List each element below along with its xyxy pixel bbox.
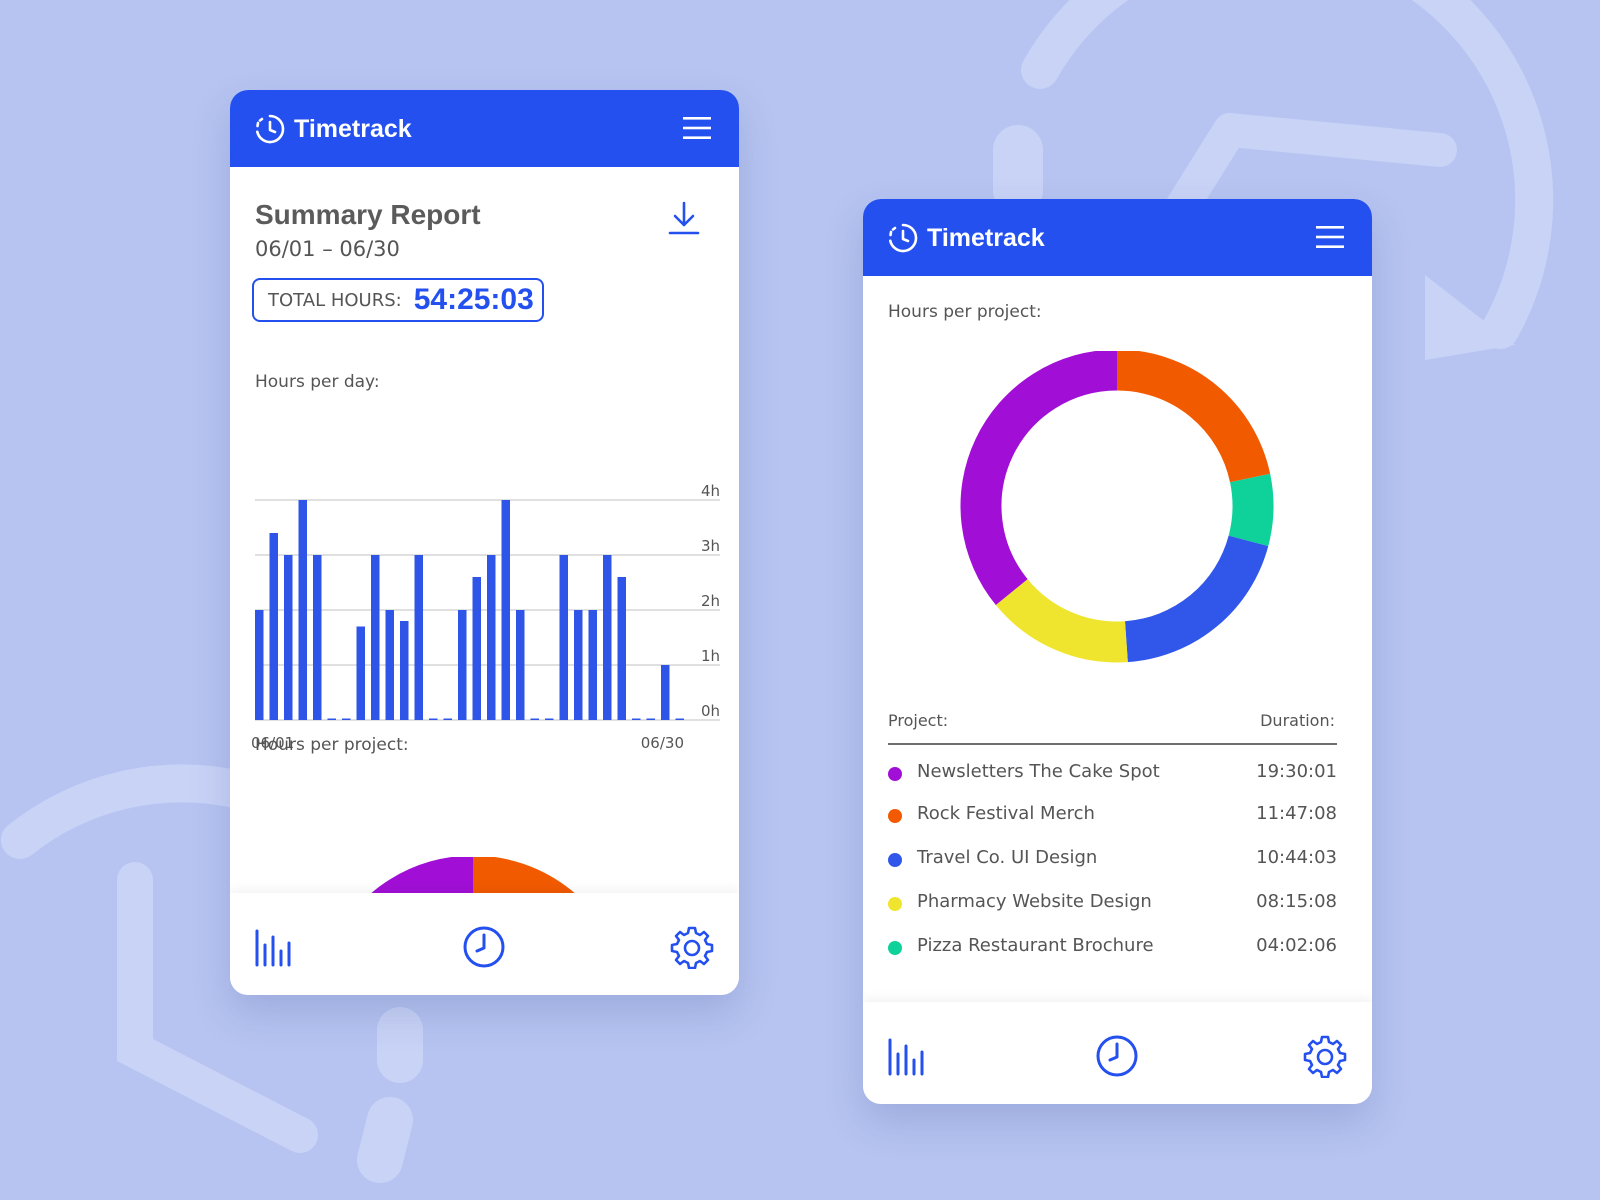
- bar: [269, 533, 278, 720]
- menu-icon[interactable]: [683, 116, 711, 140]
- bar: [414, 555, 423, 720]
- clock-icon[interactable]: [462, 925, 506, 969]
- project-duration: 10:44:03: [1256, 847, 1337, 868]
- summary-report-screen: Timetrack Summary Report 06/01 – 06/30 T…: [230, 90, 739, 995]
- bar: [603, 555, 612, 720]
- hours-per-day-label: Hours per day:: [255, 372, 380, 392]
- total-hours-label: TOTAL HOURS:: [268, 289, 402, 311]
- project-duration: 08:15:08: [1256, 891, 1337, 912]
- project-breakdown-screen: Timetrack Hours per project: Project: Du…: [863, 199, 1372, 1104]
- project-name: Pharmacy Website Design: [917, 891, 1152, 912]
- total-hours-value: 54:25:03: [413, 283, 534, 316]
- download-icon[interactable]: [667, 200, 701, 238]
- y-tick-label: 2h: [701, 592, 720, 610]
- project-color-dot: [888, 809, 902, 823]
- date-range: 06/01 – 06/30: [255, 237, 400, 261]
- table-row[interactable]: Pizza Restaurant Brochure 04:02:06: [888, 935, 1337, 965]
- bottom-nav: [863, 1002, 1372, 1104]
- y-tick-label: 3h: [701, 537, 720, 555]
- bar: [646, 718, 655, 720]
- table-row[interactable]: Pharmacy Website Design 08:15:08: [888, 891, 1337, 921]
- project-column-header: Project:: [888, 711, 949, 730]
- bar: [530, 718, 539, 720]
- gear-icon[interactable]: [670, 925, 714, 969]
- table-row[interactable]: Rock Festival Merch 11:47:08: [888, 803, 1337, 833]
- app-header: Timetrack: [230, 90, 739, 167]
- brand[interactable]: Timetrack: [887, 221, 1045, 255]
- brand-name: Timetrack: [927, 223, 1045, 252]
- bar: [385, 610, 394, 720]
- bar: [284, 555, 293, 720]
- bar: [617, 577, 626, 720]
- menu-icon[interactable]: [1316, 225, 1344, 249]
- x-tick-label: 06/01: [251, 734, 294, 752]
- project-duration: 04:02:06: [1256, 935, 1337, 956]
- clock-logo-icon: [256, 114, 285, 144]
- clock-logo-icon: [889, 223, 918, 253]
- hours-per-day-chart: 0h 1h 2h 3h 4h 06/01 06/30: [251, 482, 720, 752]
- project-name: Newsletters The Cake Spot: [917, 761, 1160, 782]
- slice-pharmacy: [995, 578, 1128, 663]
- bar-chart-icon[interactable]: [252, 925, 296, 969]
- bar: [545, 718, 554, 720]
- bar: [298, 500, 307, 720]
- clock-icon[interactable]: [1095, 1034, 1139, 1078]
- page-title: Summary Report: [255, 199, 481, 230]
- slice-travel-co: [1124, 535, 1269, 663]
- project-table-header: Project: Duration:: [888, 711, 1337, 745]
- bar: [472, 577, 481, 720]
- project-duration: 19:30:01: [1256, 761, 1337, 782]
- bar: [255, 610, 264, 720]
- bar: [356, 626, 365, 720]
- bottom-nav: [230, 893, 739, 995]
- bar: [443, 718, 452, 720]
- project-name: Travel Co. UI Design: [917, 847, 1098, 868]
- bar: [516, 610, 525, 720]
- y-tick-label: 1h: [701, 647, 720, 665]
- slice-rock-festival: [1116, 351, 1271, 483]
- slice-newsletters: [960, 351, 1118, 606]
- bar: [327, 718, 336, 720]
- duration-column-header: Duration:: [1260, 711, 1335, 730]
- bar: [675, 718, 684, 720]
- bar: [342, 718, 351, 720]
- bar: [458, 610, 467, 720]
- bar: [400, 621, 409, 720]
- app-header: Timetrack: [863, 199, 1372, 276]
- hours-per-project-donut: [960, 351, 1274, 663]
- bar: [632, 718, 641, 720]
- project-color-dot: [888, 853, 902, 867]
- x-tick-label: 06/30: [641, 734, 684, 752]
- bar: [588, 610, 597, 720]
- y-tick-label: 0h: [701, 702, 720, 720]
- project-color-dot: [888, 941, 902, 955]
- bar: [661, 665, 670, 720]
- bar: [574, 610, 583, 720]
- hours-per-project-label: Hours per project:: [255, 735, 409, 755]
- brand[interactable]: Timetrack: [254, 112, 412, 146]
- bar: [501, 500, 510, 720]
- y-tick-label: 4h: [701, 482, 720, 500]
- bar-chart-icon[interactable]: [885, 1034, 929, 1078]
- project-color-dot: [888, 897, 902, 911]
- bar: [371, 555, 380, 720]
- project-color-dot: [888, 767, 902, 781]
- project-duration: 11:47:08: [1256, 803, 1337, 824]
- bar: [487, 555, 496, 720]
- hours-per-project-label: Hours per project:: [888, 302, 1042, 322]
- total-hours-badge: TOTAL HOURS: 54:25:03: [252, 278, 544, 322]
- bar: [429, 718, 438, 720]
- bar: [313, 555, 322, 720]
- slice-pizza: [1228, 473, 1274, 547]
- project-name: Rock Festival Merch: [917, 803, 1095, 824]
- gear-icon[interactable]: [1303, 1034, 1347, 1078]
- table-row[interactable]: Newsletters The Cake Spot 19:30:01: [888, 761, 1337, 791]
- project-name: Pizza Restaurant Brochure: [917, 935, 1154, 956]
- bar: [559, 555, 568, 720]
- brand-name: Timetrack: [294, 114, 412, 143]
- table-row[interactable]: Travel Co. UI Design 10:44:03: [888, 847, 1337, 877]
